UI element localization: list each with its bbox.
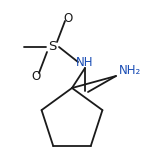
Text: S: S: [48, 40, 56, 53]
Text: NH: NH: [76, 55, 94, 68]
Text: O: O: [31, 69, 41, 82]
Text: NH₂: NH₂: [119, 64, 141, 77]
Text: O: O: [63, 12, 73, 24]
